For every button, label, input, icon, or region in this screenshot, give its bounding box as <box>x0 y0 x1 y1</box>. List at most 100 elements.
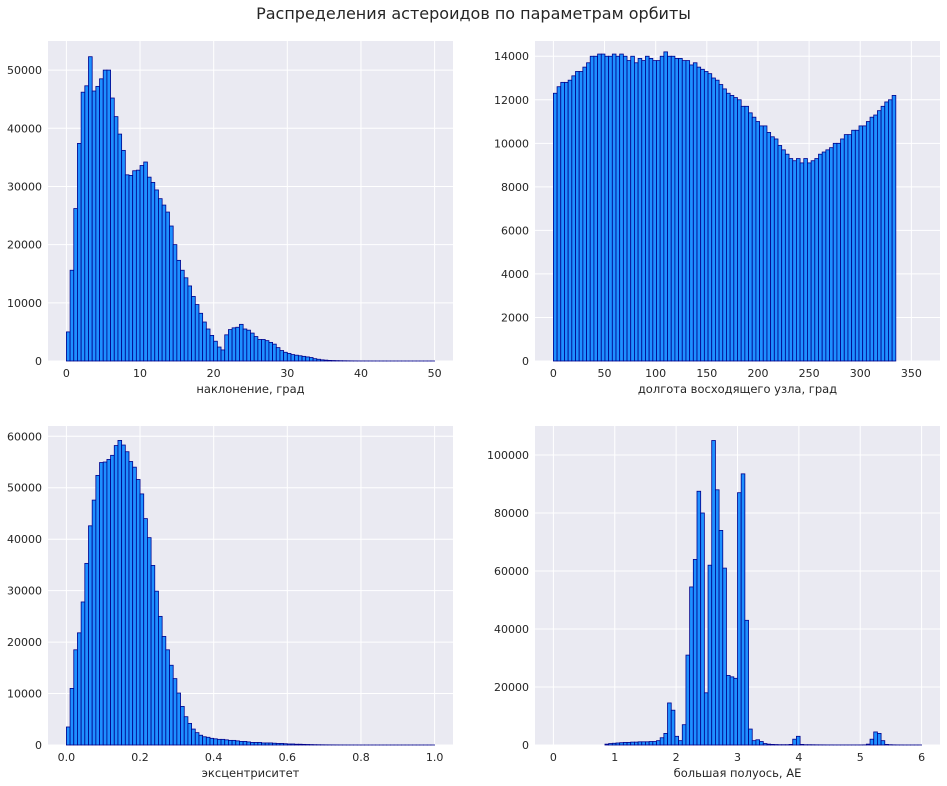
histogram-bar <box>158 615 163 746</box>
histogram-bar <box>191 296 196 362</box>
histogram-bar <box>840 138 845 362</box>
x-tick-label: 5 <box>857 751 864 764</box>
x-tick-label: 0.8 <box>352 751 370 764</box>
histogram-bar <box>648 741 654 746</box>
x-axis-label: эксцентриситет <box>202 766 300 780</box>
histogram-bar <box>279 743 285 746</box>
histogram-bar <box>796 735 801 746</box>
y-tick-label: 50000 <box>7 64 42 77</box>
subplot-semi-major-axis: 0 20000 40000 60000 80000 100000 0 1 2 3 4 5 6 больша… <box>487 426 940 780</box>
subplot-longitude-ascending-node: 0 2000 4000 6000 8000 10000 12000 14000 0 50 100 15… <box>494 41 940 396</box>
histogram-bar <box>553 92 558 362</box>
histogram-bar <box>622 741 628 746</box>
x-tick-label: 1 <box>611 751 618 764</box>
histogram-bar <box>268 742 273 746</box>
histogram-bar <box>286 353 292 362</box>
histogram-bar <box>641 741 646 746</box>
histogram-bar <box>272 343 277 362</box>
histogram-bar <box>744 619 749 746</box>
histogram-bar <box>722 88 727 362</box>
histogram-bar <box>751 116 757 362</box>
histogram-bar <box>810 160 816 362</box>
histogram-bar <box>275 743 281 746</box>
histogram-bar <box>634 741 639 746</box>
x-tick-label: 3 <box>734 751 741 764</box>
histogram-bar <box>711 77 716 362</box>
histogram-bar <box>873 114 878 362</box>
x-tick-label: 350 <box>901 367 922 380</box>
histogram-bar <box>681 724 687 746</box>
x-tick-label: 200 <box>747 367 768 380</box>
histogram-bar <box>858 125 864 362</box>
histogram-bar <box>158 198 163 362</box>
x-tick-label: 300 <box>850 367 871 380</box>
y-tick-label: 10000 <box>7 688 42 701</box>
histogram-bar <box>571 75 576 362</box>
histogram-bar <box>172 678 178 746</box>
histogram-bar <box>634 62 639 362</box>
histogram-bar <box>176 692 181 746</box>
histogram-bar <box>696 66 702 362</box>
histogram-bar <box>180 269 185 362</box>
histogram-bar <box>77 142 82 362</box>
histogram-bar <box>205 736 211 746</box>
histogram-bar <box>316 358 321 362</box>
histogram-bar <box>637 58 643 362</box>
histogram-bar <box>733 97 738 362</box>
histogram-bar <box>213 340 218 362</box>
y-tick-label: 6000 <box>501 224 529 237</box>
x-tick-label: 250 <box>799 367 820 380</box>
histogram-bar <box>320 359 325 362</box>
histogram-bar <box>169 664 174 746</box>
histogram-bar <box>685 654 691 746</box>
histogram-bar <box>161 204 167 362</box>
y-tick-label: 80000 <box>494 507 529 520</box>
histogram-bar <box>128 461 134 746</box>
histogram-bar <box>183 716 189 746</box>
histogram-bar <box>659 737 665 746</box>
histogram-bar <box>663 51 668 362</box>
histogram-bar <box>615 55 621 362</box>
y-tick-label: 14000 <box>494 50 529 63</box>
y-tick-label: 50000 <box>7 482 42 495</box>
histogram-bar <box>726 675 731 746</box>
histogram-bar <box>652 60 657 362</box>
histogram-bar <box>113 445 119 746</box>
histogram-bar <box>253 336 259 362</box>
histogram-bar <box>312 358 318 362</box>
histogram-bar <box>143 518 148 746</box>
histogram-bar <box>700 512 705 746</box>
histogram-bar <box>279 350 285 362</box>
histogram-bar <box>652 741 657 746</box>
histogram-bar <box>703 692 709 746</box>
histogram-bar <box>619 742 624 746</box>
histogram-bar <box>733 677 738 746</box>
histogram-bar <box>854 129 860 362</box>
histogram-bar <box>253 742 259 746</box>
histogram-bar <box>711 440 716 746</box>
histogram-bar <box>124 174 130 362</box>
histogram-bar <box>121 444 126 746</box>
histogram-bar <box>84 562 89 746</box>
histogram-bar <box>755 739 760 746</box>
histogram-bar <box>268 341 273 362</box>
histogram-bar <box>261 742 266 746</box>
histogram-bar <box>264 340 270 362</box>
histogram-bar <box>305 356 310 362</box>
histogram-bar <box>224 334 229 362</box>
histogram-bar <box>891 95 897 362</box>
histogram-bar <box>66 726 71 746</box>
histogram-bar <box>301 743 307 746</box>
histogram-bar <box>257 742 262 746</box>
histogram-bar <box>187 285 192 362</box>
histogram-bar <box>161 636 167 746</box>
histogram-bar <box>715 79 720 362</box>
histogram-bar <box>784 153 790 362</box>
histogram-bar <box>630 55 635 362</box>
histogram-bar <box>729 676 735 746</box>
histogram-bar <box>235 326 240 362</box>
histogram-bar <box>670 55 676 362</box>
histogram-bar <box>250 742 255 746</box>
x-tick-label: 20 <box>207 367 221 380</box>
